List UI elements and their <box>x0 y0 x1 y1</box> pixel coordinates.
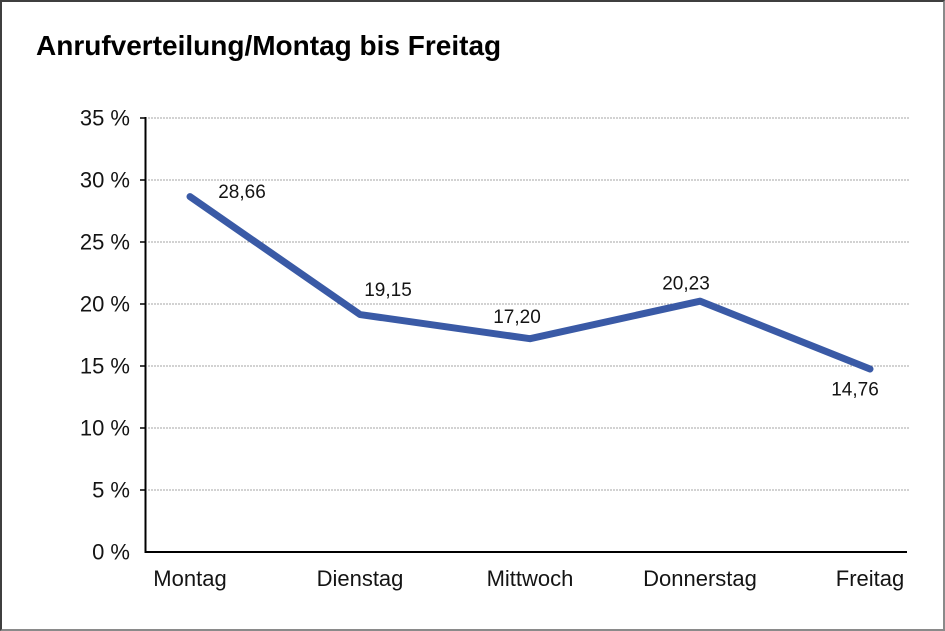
x-axis-label: Montag <box>153 566 226 591</box>
y-axis-label: 25 % <box>80 230 130 255</box>
data-label: 19,15 <box>364 280 412 301</box>
data-line <box>186 193 874 373</box>
chart-title: Anrufverteilung/Montag bis Freitag <box>36 30 502 61</box>
x-axis-label: Freitag <box>836 566 904 591</box>
y-axis-label: 0 % <box>92 540 130 565</box>
x-axis-label: Mittwoch <box>487 566 574 591</box>
y-axis-label: 5 % <box>92 478 130 503</box>
y-axis-label: 20 % <box>80 292 130 317</box>
y-axis-label: 30 % <box>80 168 130 193</box>
data-label: 28,66 <box>218 182 266 203</box>
data-label: 20,23 <box>662 274 710 295</box>
y-axis-label: 10 % <box>80 416 130 441</box>
data-label: 17,20 <box>493 307 541 328</box>
y-axis-label: 35 % <box>80 106 130 131</box>
x-axis-label: Dienstag <box>317 566 404 591</box>
y-axis-label: 15 % <box>80 354 130 379</box>
data-label: 14,76 <box>831 379 879 400</box>
x-axis-label: Donnerstag <box>643 566 757 591</box>
